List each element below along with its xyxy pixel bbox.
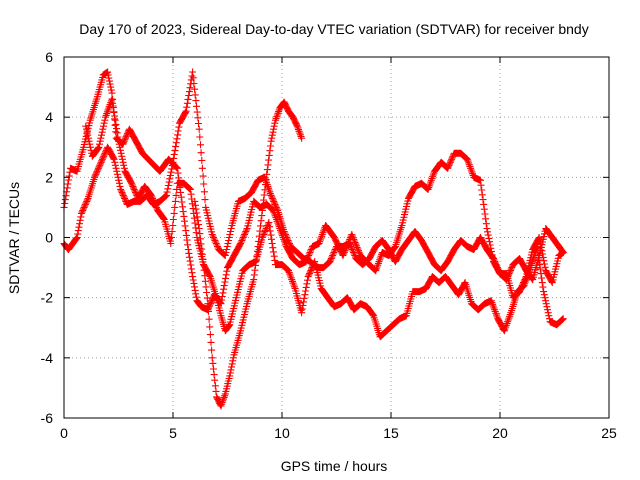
- plus-markers-pass-d: [191, 98, 306, 410]
- y-axis-title: SDTVAR / TECUs: [6, 182, 22, 294]
- y-tick-label: 0: [45, 230, 53, 246]
- series-pass-d: [191, 98, 306, 410]
- series-pass-b: [82, 95, 567, 341]
- x-tick-label: 15: [383, 425, 399, 441]
- x-axis-title: GPS time / hours: [281, 458, 388, 474]
- y-tick-label: 6: [45, 49, 53, 65]
- x-tick-label: 5: [169, 425, 177, 441]
- chart-title: Day 170 of 2023, Sidereal Day-to-day VTE…: [79, 21, 588, 37]
- y-tick-label: 2: [45, 169, 53, 185]
- x-tick-label: 0: [60, 425, 68, 441]
- y-tick-label: 4: [45, 109, 53, 125]
- y-tick-label: -4: [41, 350, 54, 366]
- x-tick-label: 10: [274, 425, 290, 441]
- ticks-layer: 0 5 10 15 20 25 -6 -4 -2 0 2 4 6: [41, 49, 617, 441]
- x-tick-label: 25: [601, 425, 617, 441]
- y-tick-label: -6: [41, 410, 54, 426]
- x-tick-label: 20: [492, 425, 508, 441]
- y-tick-label: -2: [41, 290, 54, 306]
- data-marks-layer: [60, 68, 567, 410]
- plus-markers-pass-b: [82, 95, 567, 341]
